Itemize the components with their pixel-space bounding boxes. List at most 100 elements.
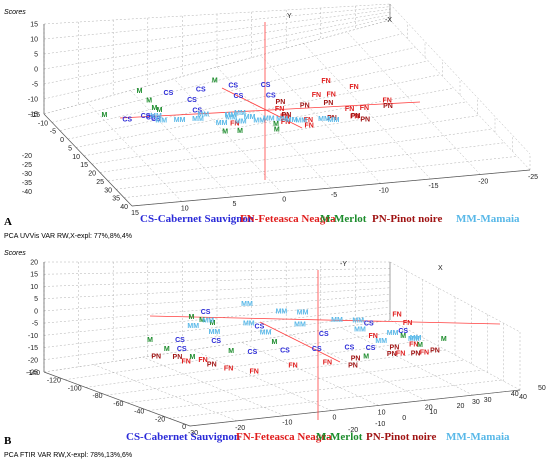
z-tick-label: 15 — [30, 22, 38, 29]
data-point-m: M — [164, 346, 170, 353]
data-point-mm: MM — [276, 116, 288, 123]
legend-item-pn: PN-Pinot noire — [366, 431, 436, 443]
legend-item-cs: CS-Cabernet Sauvignon — [126, 431, 240, 443]
z-tick-label: 20 — [30, 260, 38, 267]
right-tick-label: 50 — [538, 385, 546, 392]
left-tick-label: -120 — [47, 378, 61, 385]
data-point-cs: CS — [122, 117, 132, 124]
data-point-mm: MM — [235, 118, 247, 125]
data-point-fn: FN — [321, 78, 330, 85]
z-tick-label: 5 — [34, 52, 38, 59]
data-point-fn: FN — [403, 320, 412, 327]
data-point-mm: MM — [234, 110, 246, 117]
z-gridline — [43, 274, 391, 287]
axis-line-y — [221, 87, 303, 129]
floor-edge — [189, 389, 521, 427]
data-point-m: M — [137, 88, 143, 95]
z-tick-label: -20 — [28, 357, 38, 364]
data-point-cs: CS — [187, 97, 197, 104]
axis-name-y: Y — [287, 13, 292, 20]
data-point-cs: CS — [364, 321, 374, 328]
data-point-fn: FN — [250, 368, 259, 375]
data-point-cs: CS — [280, 347, 290, 354]
data-point-cs: CS — [312, 346, 322, 353]
data-point-fn: FN — [392, 312, 401, 319]
data-point-fn: FN — [280, 113, 289, 120]
floor-gridline — [93, 364, 238, 422]
left-tick-label: 15 — [80, 162, 88, 169]
data-point-cs: CS — [151, 116, 161, 123]
z-tick-label: 15 — [30, 272, 38, 279]
data-point-m: M — [188, 314, 194, 321]
data-point-cs: CS — [228, 83, 238, 90]
floor-gridline — [127, 359, 465, 404]
data-point-pn: PN — [327, 115, 337, 122]
bottom-tick-label: -10 — [379, 188, 389, 195]
data-point-mm: MM — [225, 112, 237, 119]
data-point-fn: FN — [230, 120, 239, 127]
data-point-mm: MM — [260, 330, 272, 337]
panel-b-label: B — [4, 435, 12, 447]
bottom-tick-label: -20 — [235, 425, 245, 432]
left-tick-label: -140 — [26, 370, 40, 377]
data-point-fn: FN — [305, 123, 314, 130]
data-point-pn: PN — [360, 117, 370, 124]
data-point-m: M — [441, 336, 447, 343]
bottom-tick-label: -15 — [428, 183, 438, 190]
data-point-fn: FN — [182, 359, 191, 366]
data-point-m: M — [210, 320, 216, 327]
data-point-m: M — [189, 354, 195, 361]
floor-edge — [43, 113, 133, 207]
right-tick-label: 0 — [402, 415, 406, 422]
left-tick-label: -5 — [50, 129, 56, 136]
data-point-pn: PN — [300, 102, 310, 109]
legend-item-cs: CS-Cabernet Sauvignon — [140, 213, 254, 225]
data-point-cs: CS — [366, 345, 376, 352]
data-point-cs: CS — [255, 324, 265, 331]
data-point-mm: MM — [150, 113, 162, 120]
left-tick-label: 20 — [88, 171, 96, 178]
data-point-mm: MM — [297, 309, 309, 316]
data-point-mm: MM — [410, 335, 422, 342]
data-point-cs: CS — [345, 344, 355, 351]
data-point-m: M — [274, 126, 280, 133]
data-point-mm: MM — [295, 118, 307, 125]
left-tick-label: -20 — [22, 153, 32, 160]
data-point-fn: FN — [327, 92, 336, 99]
data-point-fn: FN — [323, 359, 332, 366]
floor-gridline — [241, 342, 379, 406]
z-tick-label: 5 — [34, 296, 38, 303]
data-point-fn: FN — [281, 119, 290, 126]
z-gridline — [43, 11, 391, 70]
data-point-fn: FN — [275, 106, 284, 113]
legend-item-m: M-Merlot — [316, 431, 363, 443]
left-tick-label: 10 — [72, 154, 80, 161]
data-point-cs: CS — [196, 86, 206, 93]
bottom-tick-label: -25 — [528, 174, 538, 181]
data-point-fn: FN — [224, 365, 233, 372]
panel-b-title: Scores — [4, 250, 26, 257]
left-tick-label: 5 — [68, 145, 72, 152]
floor-gridline — [340, 327, 473, 396]
data-point-pn: PN — [276, 99, 286, 106]
legend-item-m: M-Merlot — [320, 213, 367, 225]
data-point-pn: PN — [173, 354, 183, 361]
data-point-pn: PN — [411, 350, 421, 357]
data-point-pn: PN — [282, 112, 292, 119]
legend-item-mm: MM-Mamaia — [446, 431, 510, 443]
floor-gridline — [91, 101, 467, 165]
data-point-mm: MM — [286, 117, 298, 124]
data-point-m: M — [273, 121, 279, 128]
bottom-tick-label: 20 — [425, 404, 433, 411]
bottom-tick-label: -5 — [331, 192, 337, 199]
data-point-fn: FN — [369, 333, 378, 340]
axis-line-x — [119, 101, 421, 119]
axis-line-y — [259, 321, 341, 363]
floor-gridline — [115, 142, 505, 190]
bottom-tick-label: 0 — [282, 197, 286, 204]
data-point-cs: CS — [261, 82, 271, 89]
floor-gridline — [87, 102, 182, 202]
floor-gridline — [85, 339, 428, 388]
z-tick-label: 10 — [30, 284, 38, 291]
